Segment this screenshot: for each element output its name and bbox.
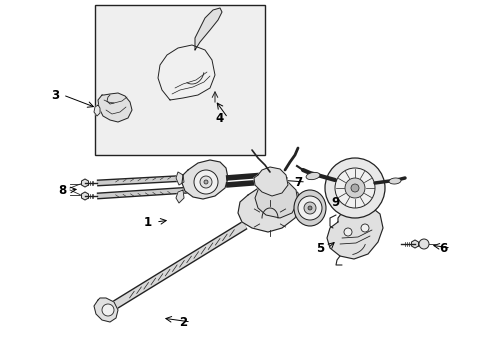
- Circle shape: [345, 178, 364, 198]
- Polygon shape: [176, 172, 183, 185]
- Circle shape: [102, 304, 114, 316]
- Polygon shape: [176, 190, 183, 203]
- Polygon shape: [182, 160, 227, 199]
- Circle shape: [203, 180, 207, 184]
- Circle shape: [200, 176, 212, 188]
- Circle shape: [343, 228, 351, 236]
- Polygon shape: [253, 167, 287, 196]
- Polygon shape: [195, 8, 222, 50]
- Text: 8: 8: [58, 184, 66, 197]
- Text: 5: 5: [315, 242, 324, 255]
- Text: 9: 9: [330, 195, 339, 208]
- Circle shape: [194, 170, 218, 194]
- Polygon shape: [98, 93, 132, 122]
- Ellipse shape: [305, 172, 319, 180]
- Circle shape: [418, 239, 428, 249]
- Polygon shape: [81, 192, 88, 200]
- Text: 2: 2: [179, 315, 187, 328]
- Text: 3: 3: [51, 89, 59, 102]
- Polygon shape: [254, 178, 297, 218]
- Circle shape: [304, 202, 315, 214]
- Text: 6: 6: [438, 242, 446, 255]
- Circle shape: [325, 158, 384, 218]
- Bar: [95, 5, 264, 155]
- Ellipse shape: [293, 190, 325, 226]
- Circle shape: [334, 168, 374, 208]
- Text: 7: 7: [293, 176, 302, 189]
- Text: 4: 4: [215, 112, 224, 125]
- Polygon shape: [94, 105, 100, 116]
- Polygon shape: [411, 240, 418, 248]
- Circle shape: [297, 196, 321, 220]
- Polygon shape: [326, 204, 382, 259]
- Circle shape: [360, 224, 368, 232]
- Ellipse shape: [388, 178, 400, 184]
- Polygon shape: [94, 298, 118, 322]
- Polygon shape: [238, 182, 299, 232]
- Circle shape: [307, 206, 311, 210]
- Text: 1: 1: [143, 216, 152, 229]
- Polygon shape: [158, 45, 215, 100]
- Circle shape: [350, 184, 358, 192]
- Polygon shape: [81, 179, 88, 187]
